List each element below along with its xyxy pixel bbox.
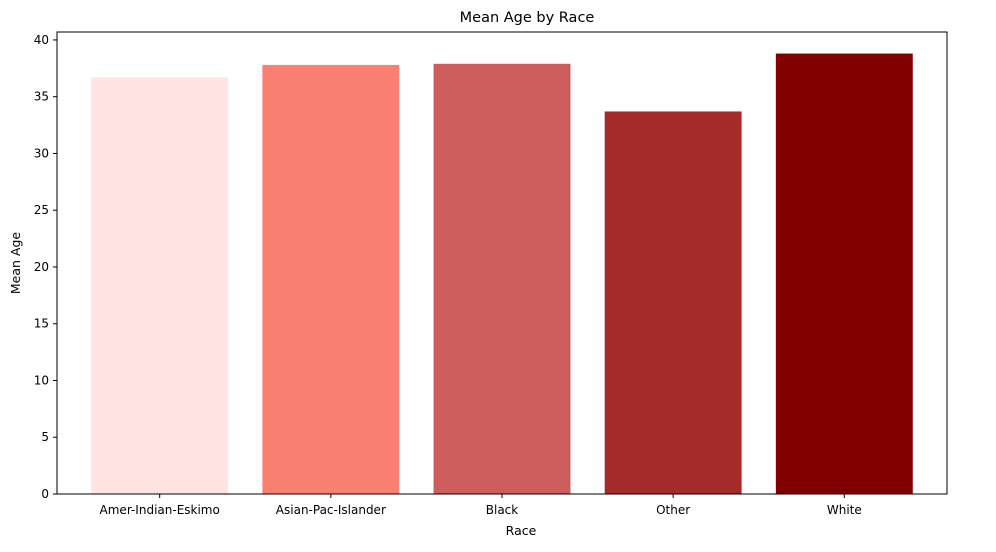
y-axis: 0 5 10 15 20 25 30 35 40 xyxy=(34,33,57,501)
y-tick-label: 20 xyxy=(34,260,49,274)
y-tick-label: 0 xyxy=(41,487,49,501)
bars-layer xyxy=(91,53,913,495)
bar-white xyxy=(775,53,913,494)
bar-other xyxy=(604,111,742,494)
y-tick-label: 40 xyxy=(34,33,49,47)
chart-title: Mean Age by Race xyxy=(460,10,595,26)
x-tick-label: Asian-Pac-Islander xyxy=(276,503,386,517)
y-tick-label: 35 xyxy=(34,90,49,104)
x-tick-label: Amer-Indian-Eskimo xyxy=(100,503,220,517)
x-tick-label: Other xyxy=(656,503,690,517)
x-axis: Amer-Indian-Eskimo Asian-Pac-Islander Blac… xyxy=(100,494,862,517)
x-tick-label: Black xyxy=(486,503,519,517)
x-tick-label: White xyxy=(827,503,862,517)
y-tick-label: 5 xyxy=(41,430,49,444)
y-tick-label: 15 xyxy=(34,317,49,331)
x-axis-label: Race xyxy=(506,523,537,538)
bar-black xyxy=(433,63,571,494)
y-tick-label: 25 xyxy=(34,203,49,217)
plot-frame xyxy=(56,31,948,495)
y-axis-label: Mean Age xyxy=(8,232,23,295)
y-tick-label: 30 xyxy=(34,146,49,160)
y-tick-label: 10 xyxy=(34,373,49,387)
bar-asian-pac-islander xyxy=(262,64,400,495)
bar-amer-indian-eskimo xyxy=(91,77,229,495)
